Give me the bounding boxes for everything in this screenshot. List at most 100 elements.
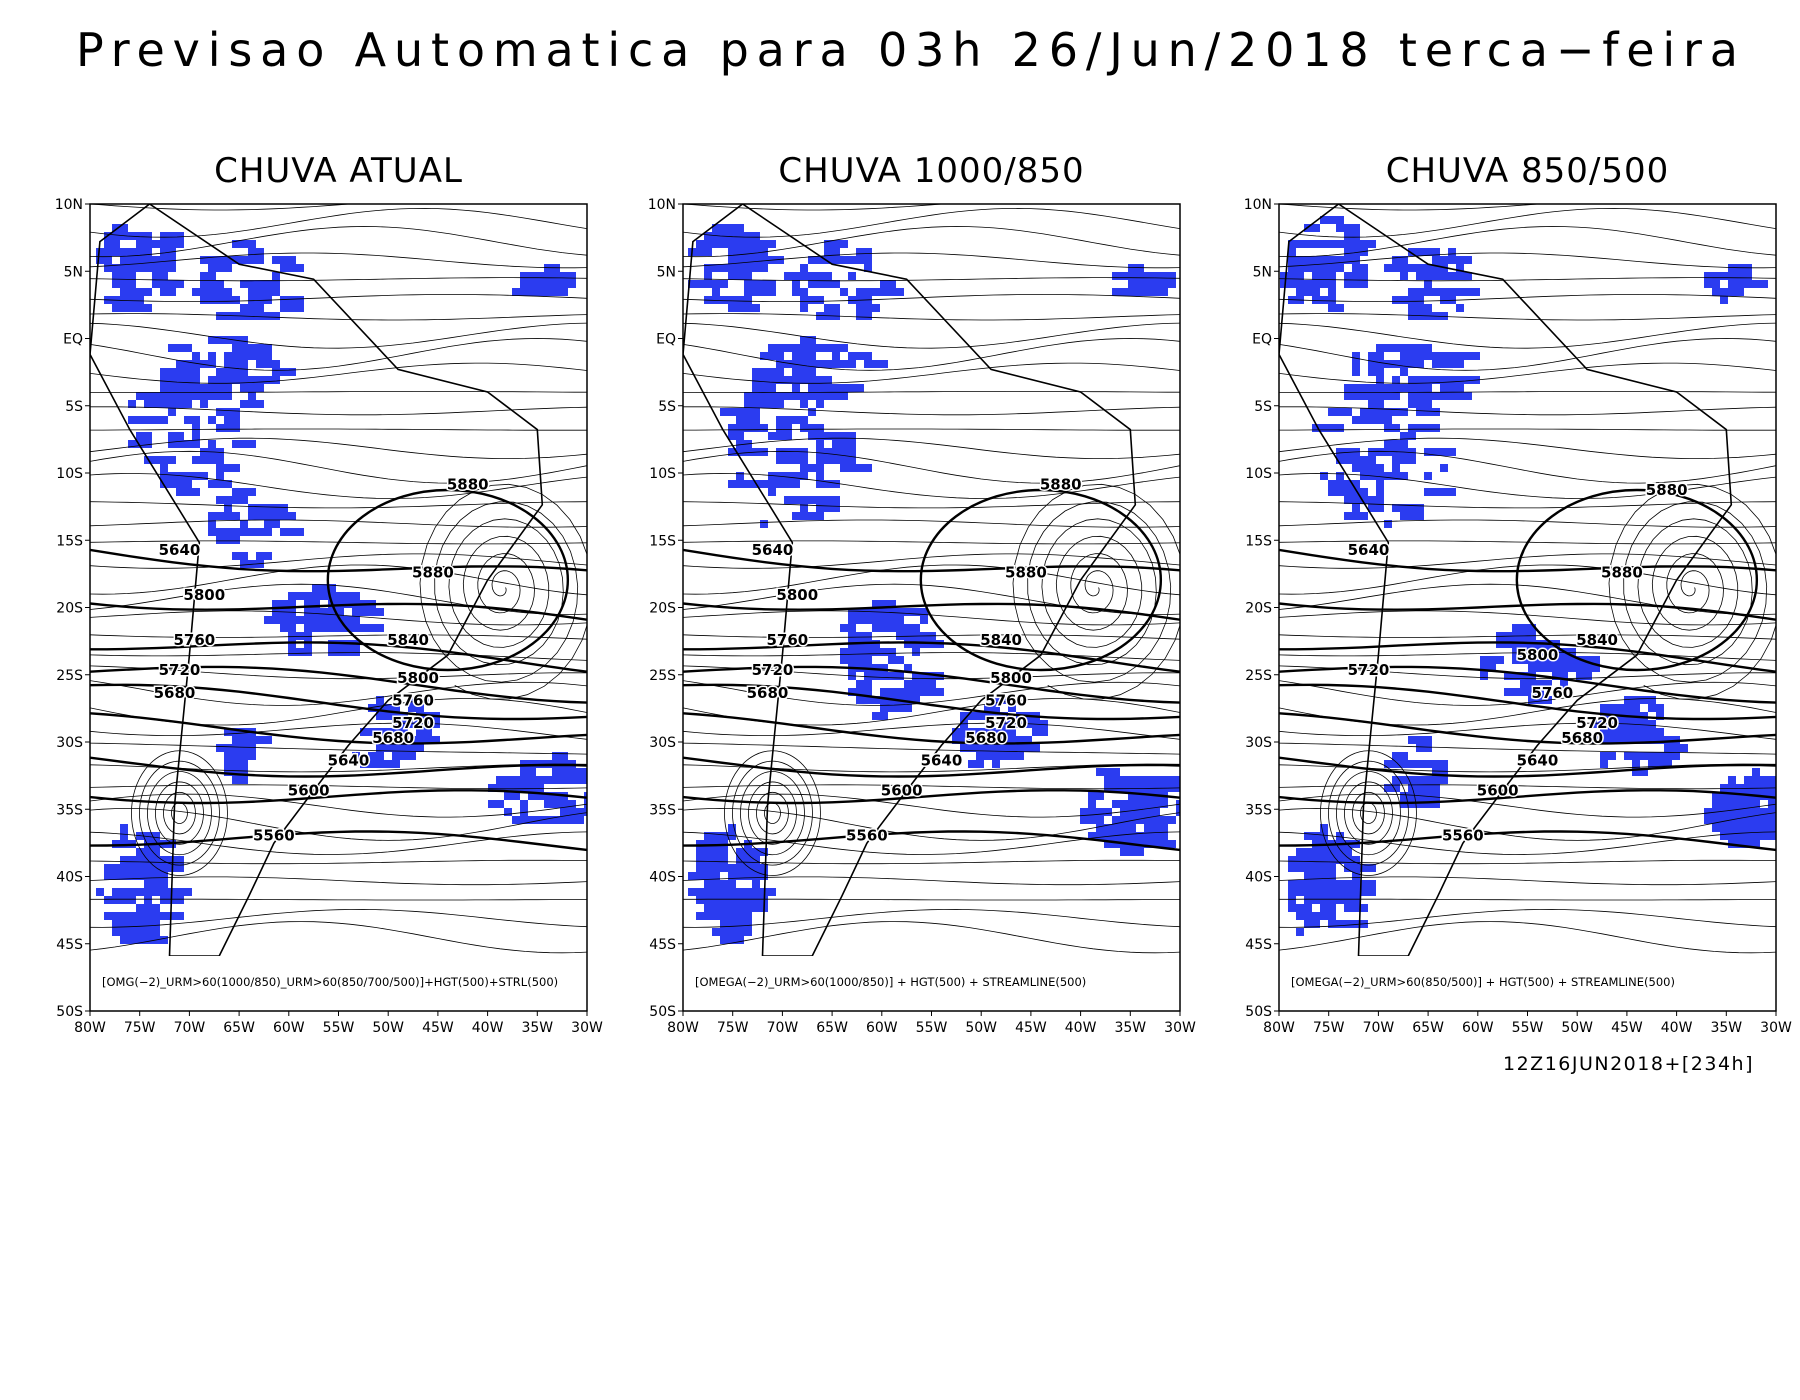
- rain-cell: [1424, 376, 1440, 384]
- rain-cell: [128, 400, 136, 408]
- rain-cell: [760, 376, 784, 384]
- rain-cell: [1432, 768, 1448, 776]
- rain-cell: [208, 256, 224, 264]
- rain-cell: [168, 264, 176, 272]
- rain-cell: [1416, 288, 1424, 296]
- rain-cell: [232, 240, 256, 248]
- rain-cell: [1288, 864, 1312, 872]
- streamline: [683, 473, 1180, 499]
- rain-cell: [1560, 680, 1568, 688]
- rain-cell: [1432, 352, 1456, 360]
- rain-cell: [112, 928, 128, 936]
- cyclone-spiral: [1608, 483, 1776, 700]
- rain-cell: [512, 776, 536, 784]
- rain-cell: [728, 936, 744, 944]
- streamline: [1279, 294, 1776, 302]
- contour-label: 5840: [1576, 631, 1618, 649]
- map-content: [90, 204, 587, 956]
- panel-title: CHUVA 1000/850: [778, 151, 1084, 191]
- streamline: [90, 784, 587, 790]
- rain-cell: [800, 288, 808, 296]
- rain-cell: [1376, 408, 1392, 416]
- rain-cell: [200, 400, 208, 408]
- streamline: [1279, 313, 1776, 321]
- rain-cell: [280, 624, 296, 632]
- rain-cell: [112, 280, 128, 288]
- rain-cell: [160, 256, 176, 264]
- streamline: [1279, 207, 1776, 238]
- rain-cell: [216, 464, 240, 472]
- rain-cell: [1512, 648, 1536, 656]
- rain-cell: [704, 864, 720, 872]
- rain-cell: [1176, 800, 1180, 808]
- height-contour: [683, 548, 1180, 573]
- rain-cell: [1304, 896, 1320, 904]
- rain-cell: [1336, 224, 1360, 232]
- rain-cell: [1432, 760, 1448, 768]
- rain-cell: [744, 392, 768, 400]
- rain-cell: [1440, 464, 1448, 472]
- lat-label: 5S: [658, 399, 676, 415]
- rain-cell: [1296, 848, 1320, 856]
- height-contour: [90, 789, 587, 805]
- rain-cell: [736, 248, 760, 256]
- rain-cell: [1424, 280, 1432, 288]
- rain-cell: [1400, 800, 1424, 808]
- rain-cell: [824, 360, 848, 368]
- streamline: [1279, 722, 1776, 740]
- streamline: [1279, 908, 1776, 928]
- lat-label: 40S: [649, 870, 676, 886]
- rain-cell: [1336, 880, 1360, 888]
- rain-cell: [168, 888, 192, 896]
- streamline: [683, 406, 1180, 416]
- streamline: [683, 252, 1180, 269]
- rain-cell: [1136, 272, 1160, 280]
- rain-cell: [808, 360, 816, 368]
- height-contour: [1279, 712, 1776, 745]
- rain-cell: [120, 896, 128, 904]
- rain-cell: [360, 728, 384, 736]
- rain-cell: [808, 408, 816, 416]
- rain-cell: [1736, 840, 1752, 848]
- contour-label: 5880: [1646, 481, 1688, 499]
- lat-label: 5N: [64, 264, 83, 280]
- streamline: [1279, 742, 1776, 755]
- rain-cell: [752, 384, 776, 392]
- cyclone-spiral: [1012, 483, 1180, 700]
- rain-cell: [1656, 752, 1680, 760]
- rain-cell: [1120, 800, 1136, 808]
- rain-cell: [712, 264, 728, 272]
- rain-cell: [328, 640, 336, 648]
- rain-cell: [1608, 736, 1632, 744]
- rain-cell: [984, 744, 1000, 752]
- rain-cell: [168, 344, 192, 352]
- rain-cell: [160, 888, 168, 896]
- rain-cell: [848, 352, 872, 360]
- rain-cell: [1368, 448, 1376, 456]
- rain-cell: [1416, 296, 1424, 304]
- streamline: [1279, 634, 1776, 640]
- rain-cell: [256, 512, 272, 520]
- rain-cell: [1520, 656, 1528, 664]
- lon-label: 60W: [1462, 1020, 1494, 1036]
- rain-cell: [288, 648, 304, 656]
- rain-cell: [184, 416, 192, 424]
- caption-band: [683, 956, 1180, 1011]
- rain-cell: [1536, 656, 1560, 664]
- map-content: [683, 204, 1180, 956]
- rain-cell: [1336, 472, 1344, 480]
- height-contour: [1279, 602, 1776, 621]
- rain-cell: [1704, 272, 1728, 280]
- rain-cell: [552, 800, 576, 808]
- rain-cell: [112, 888, 128, 896]
- rain-cell: [1432, 392, 1448, 400]
- rain-cell: [1704, 280, 1720, 288]
- rain-cell: [1440, 272, 1464, 280]
- rain-cell: [1288, 904, 1296, 912]
- rain-cell: [1456, 352, 1480, 360]
- rain-cell: [1400, 504, 1424, 512]
- rain-cell: [216, 424, 240, 432]
- rain-cell: [784, 480, 800, 488]
- map-panel: CHUVA 850/500 5880 5640 5880 5720 5840 5800 576…: [1244, 151, 1792, 1036]
- rain-cell: [224, 760, 248, 768]
